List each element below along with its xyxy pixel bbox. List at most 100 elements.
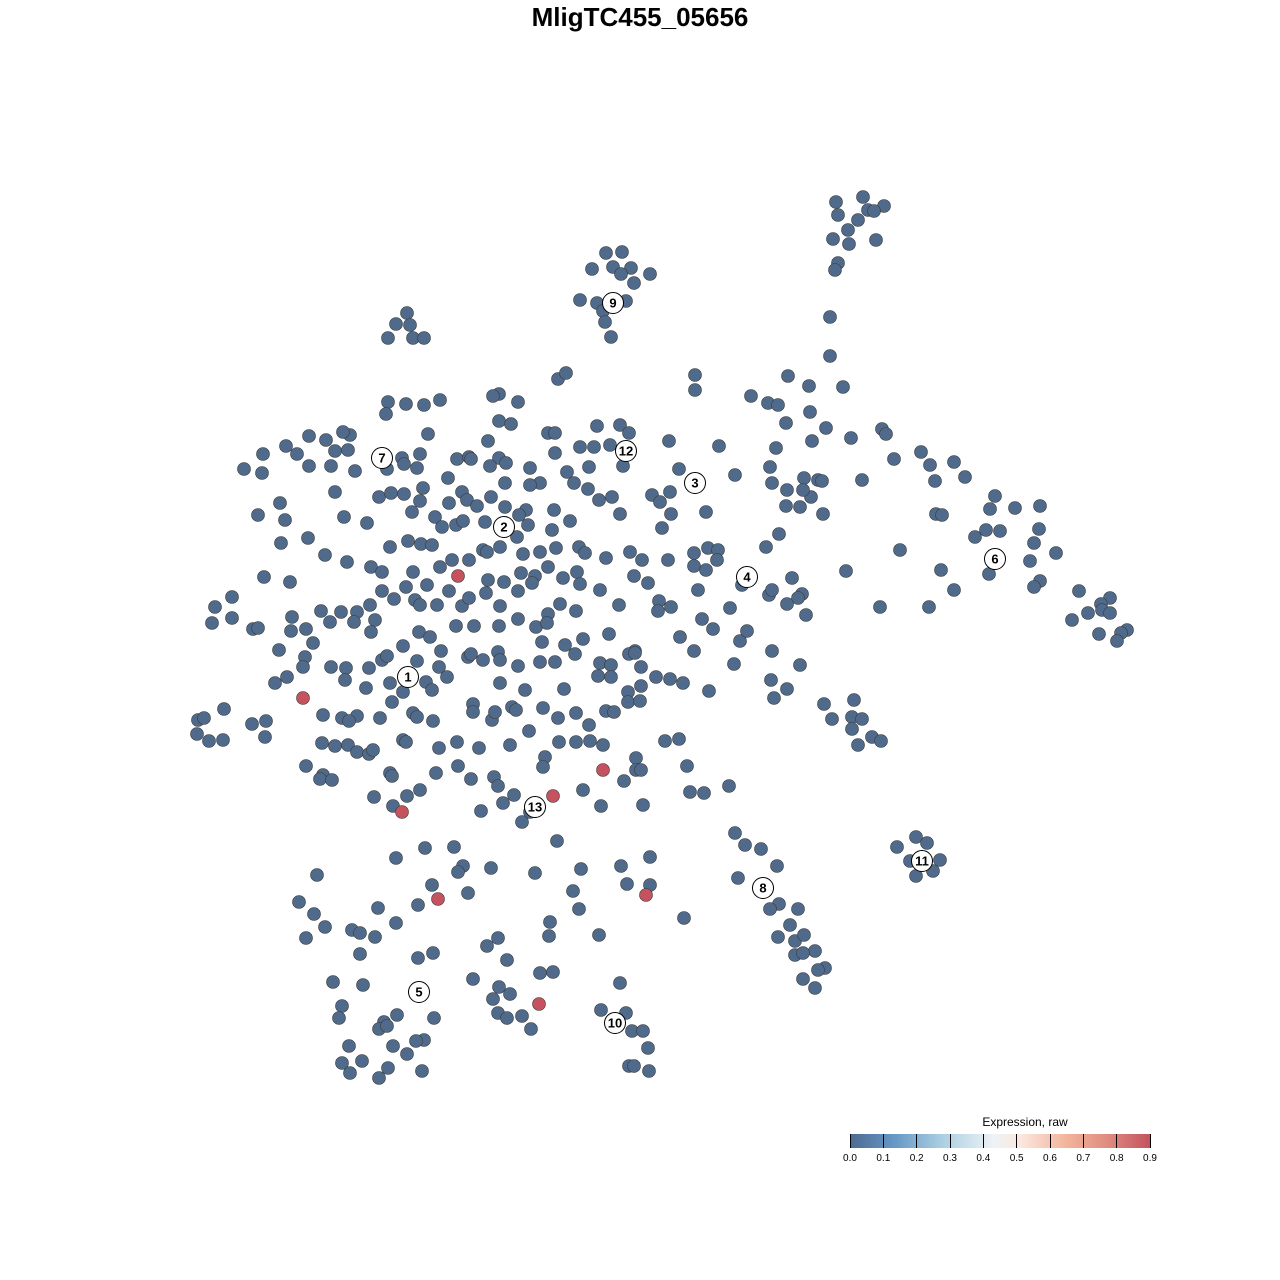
cell-point [251,621,265,635]
cell-point [307,907,321,921]
legend-tick-label: 0.9 [1143,1153,1157,1164]
cell-point [933,853,947,867]
cell-point [636,798,650,812]
cell-point [890,840,904,854]
cell-point [767,691,781,705]
cell-point [844,431,858,445]
cell-point [480,545,494,559]
cell-point [754,842,768,856]
cell-point [783,918,797,932]
cell-point [593,583,607,597]
cell-point [793,500,807,514]
cell-point [817,697,831,711]
cell-point [493,599,507,613]
cell-point [418,841,432,855]
cell-point [498,476,512,490]
cell-point [621,695,635,709]
chart-title: MligTC455_05656 [531,2,749,32]
cell-point [759,540,773,554]
cell-point [225,611,239,625]
cell-point [342,714,356,728]
cluster-label-text: 6 [991,552,998,567]
cell-point [578,546,592,560]
cell-point [299,931,313,945]
cell-point [627,1059,641,1073]
cell-point [442,496,456,510]
cluster-label-11: 11 [911,850,933,872]
cell-point [399,397,413,411]
cell-point [411,898,425,912]
cell-point [604,330,618,344]
cell-point [510,530,524,544]
cell-point [1065,613,1079,627]
cell-point [467,619,481,633]
cell-point [496,796,510,810]
cell-point [360,516,374,530]
cell-point [197,711,211,725]
cell-point [466,705,480,719]
cell-point [255,466,269,480]
cell-point [416,481,430,495]
cell-point [731,871,745,885]
cell-point [613,418,627,432]
cell-point [343,1066,357,1080]
cluster-label-text: 3 [691,476,698,491]
cell-point [710,553,724,567]
cluster-label-circle [604,1012,626,1034]
cell-point [672,732,686,746]
cell-point [525,576,539,590]
cell-point [1049,546,1063,560]
cluster-label-circle [911,850,933,872]
cell-point [383,676,397,690]
cluster-label-circle [736,566,758,588]
cell-point [504,417,518,431]
cell-point [549,541,563,555]
cell-point [781,369,795,383]
legend-tick-mark [1049,1134,1051,1148]
cell-point [816,507,830,521]
cell-point [491,779,505,793]
cluster-label-text: 7 [378,451,385,466]
cell-point [325,773,339,787]
cell-point [634,660,648,674]
cell-point [811,963,825,977]
cell-point [202,734,216,748]
cluster-label-circle [752,877,774,899]
cell-point [796,972,810,986]
legend-tick-mark [849,1134,851,1148]
cluster-label-text: 4 [743,570,751,585]
cell-point [797,928,811,942]
cell-point [615,245,629,259]
cell-point [336,425,350,439]
cell-point [397,457,411,471]
cell-point [591,669,605,683]
cluster-label-9: 9 [602,292,624,314]
cell-point [558,638,572,652]
cell-point [590,419,604,433]
cell-point [205,616,219,630]
cell-point [429,766,443,780]
cell-point [643,267,657,281]
cell-point [934,563,948,577]
cell-point [268,676,282,690]
cell-point [401,534,415,548]
cell-point [348,464,362,478]
legend-tick-label: 0.3 [943,1153,957,1164]
cell-point [319,433,333,447]
cell-point [635,553,649,567]
cell-point [672,462,686,476]
cell-point [278,513,292,527]
cell-point [546,965,560,979]
cell-point [523,478,537,492]
cell-point [612,598,626,612]
cell-point [528,866,542,880]
cell-point [576,783,590,797]
cell-point [464,772,478,786]
cell-point [341,738,355,752]
cell-point [1103,606,1117,620]
cell-point [599,551,613,565]
cell-point [500,1011,514,1025]
cell-point [1027,536,1041,550]
cluster-label-circle [984,548,1006,570]
cell-point [368,613,382,627]
